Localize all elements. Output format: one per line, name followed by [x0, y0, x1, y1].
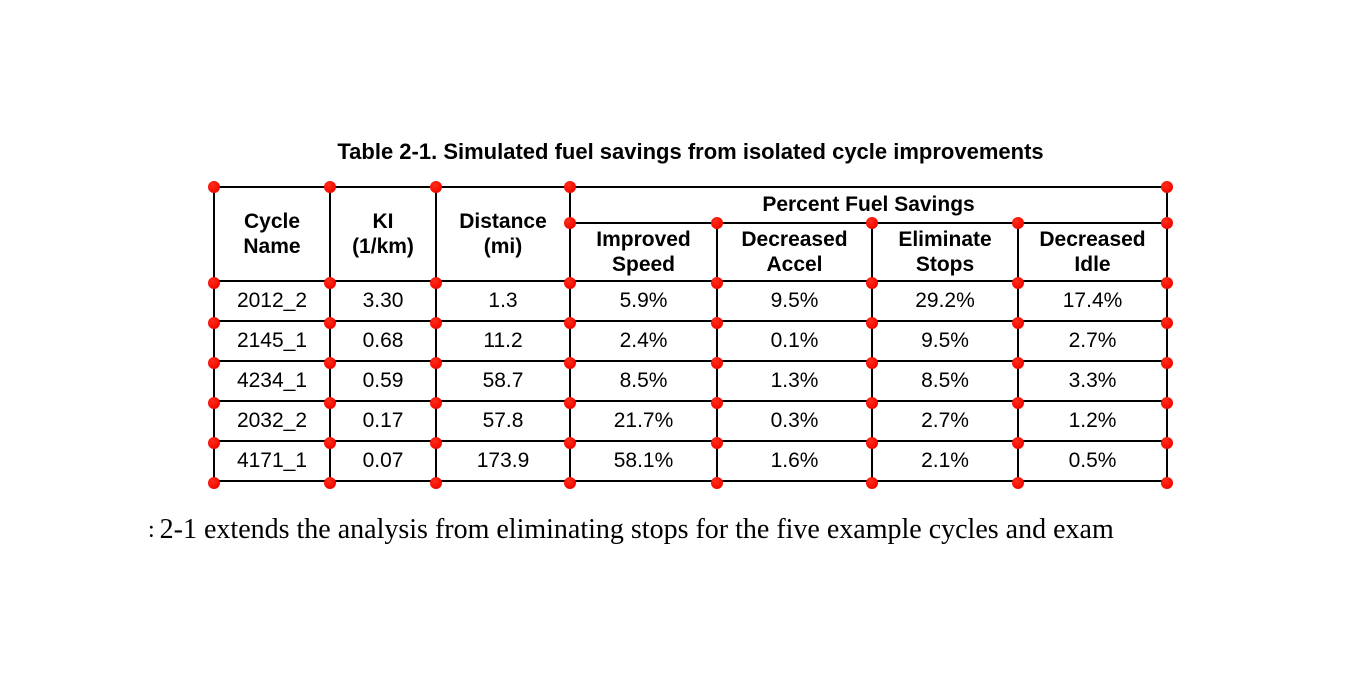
cell-cycle-name: 4171_1: [213, 440, 331, 482]
cell-decreased-idle: 17.4%: [1016, 280, 1169, 322]
table-row: 4171_1 0.07 173.9 58.1% 1.6% 2.1% 0.5%: [213, 440, 1169, 482]
col-header-ki: KI (1/km): [329, 186, 437, 282]
header-row-top: Cycle Name KI (1/km) Distance (mi) Perce…: [213, 186, 1169, 282]
col-header-improved-speed: Improved Speed: [569, 222, 718, 282]
cell-distance: 57.8: [435, 400, 571, 442]
cell-cycle-name: 2145_1: [213, 320, 331, 362]
cell-decreased-idle: 1.2%: [1016, 400, 1169, 442]
cell-ki: 0.07: [329, 440, 437, 482]
cell-improved-speed: 21.7%: [569, 400, 718, 442]
cell-cycle-name: 4234_1: [213, 360, 331, 402]
cell-eliminate-stops: 9.5%: [871, 320, 1019, 362]
table-row: 2145_1 0.68 11.2 2.4% 0.1% 9.5% 2.7%: [213, 320, 1169, 362]
cell-distance: 1.3: [435, 280, 571, 322]
cell-decreased-idle: 2.7%: [1016, 320, 1169, 362]
cell-ki: 3.30: [329, 280, 437, 322]
table-row: 2032_2 0.17 57.8 21.7% 0.3% 2.7% 1.2%: [213, 400, 1169, 442]
cell-ki: 0.17: [329, 400, 437, 442]
cell-improved-speed: 5.9%: [569, 280, 718, 322]
body-text-line: :2-1 extends the analysis from eliminati…: [148, 514, 1114, 546]
cell-distance: 58.7: [435, 360, 571, 402]
cell-cycle-name: 2032_2: [213, 400, 331, 442]
cell-decreased-accel: 0.3%: [716, 400, 873, 442]
cell-decreased-accel: 1.6%: [716, 440, 873, 482]
table-row: 4234_1 0.59 58.7 8.5% 1.3% 8.5% 3.3%: [213, 360, 1169, 402]
fuel-savings-table: Cycle Name KI (1/km) Distance (mi) Perce…: [213, 186, 1169, 482]
cell-eliminate-stops: 29.2%: [871, 280, 1019, 322]
cell-eliminate-stops: 8.5%: [871, 360, 1019, 402]
cell-decreased-accel: 9.5%: [716, 280, 873, 322]
col-header-distance: Distance (mi): [435, 186, 571, 282]
table-caption: Table 2-1. Simulated fuel savings from i…: [337, 139, 1044, 164]
cell-improved-speed: 58.1%: [569, 440, 718, 482]
col-header-percent-fuel-savings: Percent Fuel Savings: [568, 186, 1169, 224]
cell-distance: 173.9: [435, 440, 571, 482]
cell-decreased-idle: 0.5%: [1016, 440, 1169, 482]
cell-decreased-idle: 3.3%: [1016, 360, 1169, 402]
cell-eliminate-stops: 2.1%: [871, 440, 1019, 482]
cell-improved-speed: 8.5%: [569, 360, 718, 402]
cell-distance: 11.2: [435, 320, 571, 362]
cell-cycle-name: 2012_2: [213, 280, 331, 322]
col-header-cycle-name: Cycle Name: [213, 186, 331, 282]
clipped-char-fragment: :: [148, 517, 155, 543]
table-row: 2012_2 3.30 1.3 5.9% 9.5% 29.2% 17.4%: [213, 280, 1169, 322]
cell-improved-speed: 2.4%: [569, 320, 718, 362]
col-header-eliminate-stops: Eliminate Stops: [871, 222, 1019, 282]
col-header-decreased-accel: Decreased Accel: [716, 222, 873, 282]
cell-ki: 0.59: [329, 360, 437, 402]
col-header-decreased-idle: Decreased Idle: [1016, 222, 1169, 282]
cell-decreased-accel: 0.1%: [716, 320, 873, 362]
cell-eliminate-stops: 2.7%: [871, 400, 1019, 442]
header-row-sub: Improved Speed Decreased Accel Eliminate…: [214, 222, 1169, 282]
cell-ki: 0.68: [329, 320, 437, 362]
cell-decreased-accel: 1.3%: [716, 360, 873, 402]
body-text: 2-1 extends the analysis from eliminatin…: [159, 514, 1114, 545]
